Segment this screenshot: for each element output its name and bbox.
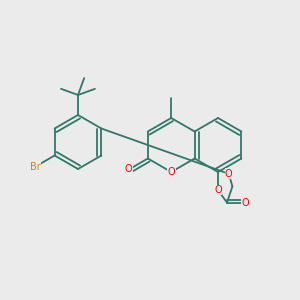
Text: O: O: [214, 185, 222, 195]
Text: O: O: [225, 169, 232, 179]
Text: O: O: [167, 167, 175, 177]
Text: O: O: [125, 164, 133, 175]
Text: O: O: [241, 198, 249, 208]
Text: Br: Br: [30, 161, 41, 172]
